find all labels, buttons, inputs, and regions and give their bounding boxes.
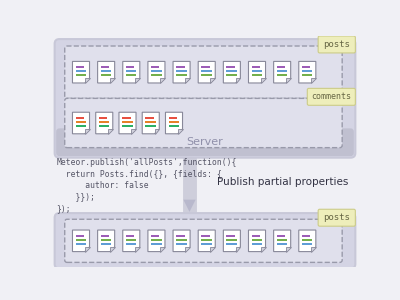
Text: author: false: author: false — [56, 181, 149, 190]
Polygon shape — [286, 247, 291, 252]
Polygon shape — [123, 230, 140, 252]
Polygon shape — [261, 247, 266, 252]
Polygon shape — [154, 129, 159, 134]
Polygon shape — [299, 230, 316, 252]
Polygon shape — [185, 78, 190, 83]
Text: Server: Server — [187, 137, 223, 147]
Polygon shape — [123, 61, 140, 83]
Polygon shape — [236, 78, 240, 83]
Polygon shape — [248, 61, 266, 83]
FancyBboxPatch shape — [55, 213, 355, 268]
Polygon shape — [98, 230, 115, 252]
Polygon shape — [85, 78, 90, 83]
Polygon shape — [110, 78, 115, 83]
Polygon shape — [311, 78, 316, 83]
Polygon shape — [210, 247, 215, 252]
Polygon shape — [210, 78, 215, 83]
Polygon shape — [178, 129, 182, 134]
FancyBboxPatch shape — [65, 98, 342, 148]
Polygon shape — [299, 61, 316, 83]
Polygon shape — [160, 78, 165, 83]
FancyBboxPatch shape — [307, 88, 355, 105]
Text: Meteor.publish('allPosts',function(){: Meteor.publish('allPosts',function(){ — [56, 158, 236, 167]
Polygon shape — [274, 61, 291, 83]
FancyBboxPatch shape — [55, 39, 355, 158]
Polygon shape — [223, 230, 240, 252]
Polygon shape — [223, 61, 240, 83]
Polygon shape — [85, 129, 90, 134]
Polygon shape — [72, 112, 90, 134]
Polygon shape — [198, 61, 215, 83]
Text: posts: posts — [323, 213, 350, 222]
Text: }});: }}); — [56, 192, 95, 201]
Text: posts: posts — [323, 40, 350, 49]
Polygon shape — [142, 112, 159, 134]
Polygon shape — [236, 247, 240, 252]
FancyBboxPatch shape — [56, 128, 354, 156]
Polygon shape — [311, 247, 316, 252]
Polygon shape — [110, 247, 115, 252]
Polygon shape — [166, 112, 182, 134]
FancyBboxPatch shape — [318, 209, 355, 226]
Polygon shape — [119, 112, 136, 134]
Polygon shape — [96, 112, 113, 134]
Polygon shape — [173, 230, 190, 252]
Polygon shape — [72, 61, 90, 83]
Polygon shape — [274, 230, 291, 252]
FancyBboxPatch shape — [65, 219, 342, 262]
Polygon shape — [85, 247, 90, 252]
Text: comments: comments — [311, 92, 351, 101]
Polygon shape — [185, 247, 190, 252]
Polygon shape — [160, 247, 165, 252]
Polygon shape — [248, 230, 266, 252]
FancyBboxPatch shape — [318, 36, 355, 53]
FancyBboxPatch shape — [65, 46, 342, 98]
Polygon shape — [261, 78, 266, 83]
Polygon shape — [72, 230, 90, 252]
Text: Publish partial properties: Publish partial properties — [217, 177, 348, 187]
Polygon shape — [131, 129, 136, 134]
Text: return Posts.find({}, {fields: {: return Posts.find({}, {fields: { — [56, 169, 222, 178]
Polygon shape — [148, 230, 165, 252]
Polygon shape — [173, 61, 190, 83]
Polygon shape — [98, 61, 115, 83]
Polygon shape — [148, 61, 165, 83]
Polygon shape — [135, 78, 140, 83]
Polygon shape — [286, 78, 291, 83]
Polygon shape — [135, 247, 140, 252]
Polygon shape — [198, 230, 215, 252]
Text: });: }); — [56, 204, 71, 213]
Polygon shape — [108, 129, 113, 134]
